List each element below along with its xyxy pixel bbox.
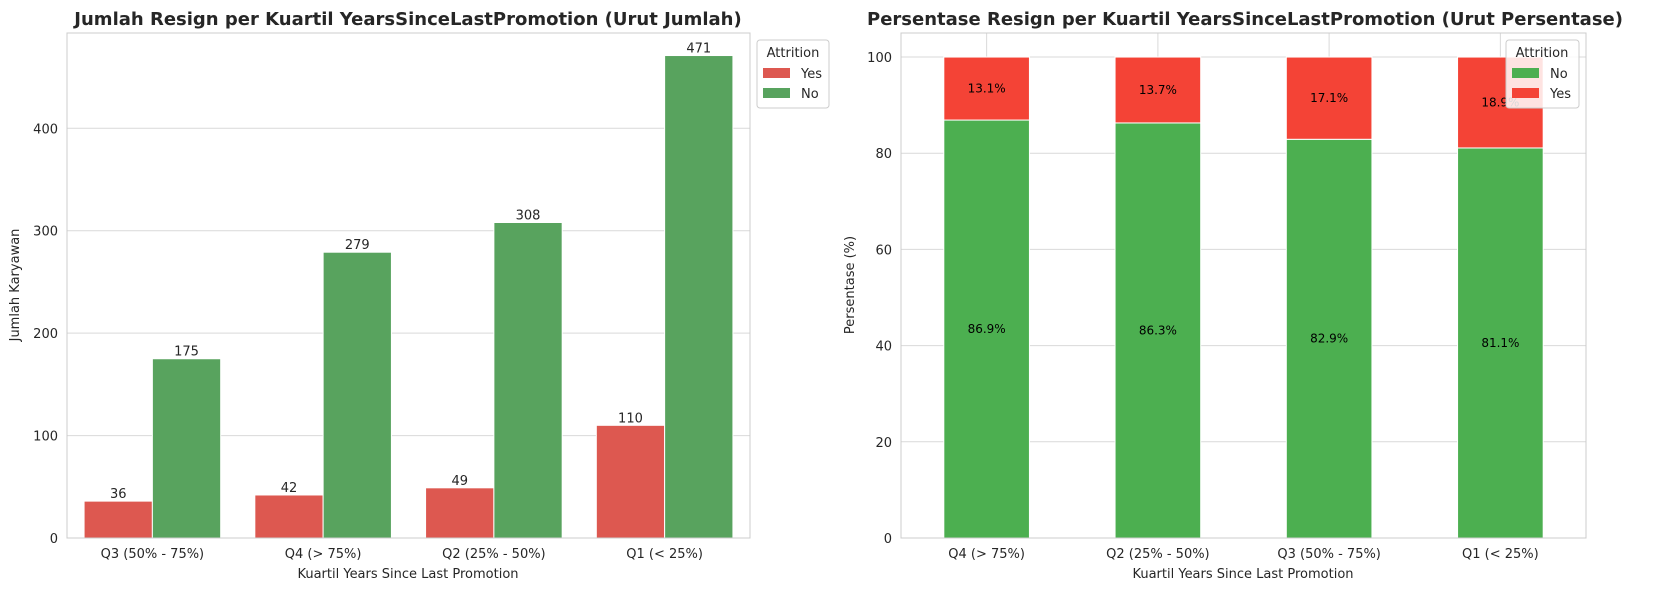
count-bar-label-no-q1-25: 471 [686,42,711,57]
percent-chart-legend-swatch-yes [1512,88,1539,98]
percent-bar-label-no-q1-25: 81.1% [1481,336,1519,350]
percent-bar-no-q2-25-50 [1114,122,1202,539]
count-chart-x-tick-label: Q4 (> 75%) [285,547,362,562]
percent-chart-y-tick-label: 40 [875,340,892,355]
count-chart-frame [66,32,751,539]
count-chart-data-labels: 36 175 42 279 49 308 110 471 [110,42,711,503]
count-chart-legend-label-yes: Yes [800,67,822,82]
percent-chart-x-tick-label: Q2 (25% - 50%) [1106,547,1210,562]
count-chart-legend-label-no: No [801,87,819,102]
percent-chart: 86.9%13.1%86.3%13.7%82.9%17.1%81.1%18.9%… [843,9,1623,582]
count-bar-no-q4-75 [322,251,392,539]
percent-bar-yes-q2-25-50 [1114,56,1202,124]
percent-chart-x-ticks: Q4 (> 75%) Q2 (25% - 50%) Q3 (50% - 75%) Q1… [948,547,1538,562]
percent-chart-y-ticks: 0 20 40 60 80 100 [867,51,892,547]
percent-chart-frame [900,32,1587,539]
count-chart-x-tick-label: Q3 (50% - 75%) [101,547,205,562]
percent-bar-label-yes-q3-50-75: 17.1% [1310,91,1348,105]
count-chart-y-tick-label: 300 [33,225,58,240]
count-bar-no-q2-25-50 [493,222,563,539]
count-chart-title: Jumlah Resign per Kuartil YearsSinceLast… [72,9,741,30]
count-chart-x-tick-label: Q1 (< 25%) [626,547,703,562]
count-chart-legend-title: Attrition [767,46,820,61]
count-chart-legend-swatch-yes [763,68,790,78]
count-chart: 36 175 42 279 49 308 110 471 0 100 200 300 400 Q3 (… [8,9,830,582]
percent-chart-legend: Attrition No Yes [1505,39,1580,109]
count-chart-bars [83,55,734,539]
count-chart-y-axis-label: Jumlah Karyawan [8,229,23,343]
count-chart-y-ticks: 0 100 200 300 400 [33,122,58,547]
percent-chart-legend-label-no: No [1550,67,1568,82]
percent-bar-label-no-q4-75: 86.9% [968,322,1006,336]
percent-bar-label-yes-q4-75: 13.1% [968,82,1006,96]
percent-chart-x-tick-label: Q1 (< 25%) [1462,547,1539,562]
count-bar-label-yes-q3-50-75: 36 [110,487,127,502]
count-chart-legend: Attrition Yes No [756,39,830,109]
count-chart-x-axis-label: Kuartil Years Since Last Promotion [297,567,518,582]
count-chart-y-tick-label: 200 [33,327,58,342]
percent-chart-y-tick-label: 60 [875,243,892,258]
count-bar-yes-q4-75 [254,494,324,539]
percent-chart-bars [943,56,1544,539]
percent-chart-y-tick-label: 0 [884,532,892,547]
percent-bar-label-no-q2-25-50: 86.3% [1139,323,1177,337]
percent-chart-x-tick-label: Q3 (50% - 75%) [1277,547,1381,562]
count-bar-label-no-q3-50-75: 175 [174,345,199,360]
count-bar-yes-q2-25-50 [425,487,495,539]
percent-bar-yes-q3-50-75 [1285,56,1373,140]
count-bar-no-q1-25 [664,55,734,539]
count-bar-label-yes-q4-75: 42 [281,481,298,496]
count-bar-label-no-q4-75: 279 [345,238,370,253]
percent-bar-no-q4-75 [943,119,1030,539]
count-bar-label-yes-q1-25: 110 [618,411,643,426]
count-chart-y-tick-label: 0 [50,532,58,547]
percent-chart-legend-label-yes: Yes [1549,87,1571,102]
percent-chart-x-axis-label: Kuartil Years Since Last Promotion [1132,567,1353,582]
percent-chart-legend-swatch-no [1512,68,1539,78]
count-bar-label-yes-q2-25-50: 49 [451,474,468,489]
percent-bar-label-yes-q2-25-50: 13.7% [1139,83,1177,97]
percent-chart-y-axis-label: Persentase (%) [843,236,858,334]
count-chart-x-ticks: Q3 (50% - 75%) Q4 (> 75%) Q2 (25% - 50%) Q1… [101,547,703,562]
count-chart-y-tick-label: 100 [33,430,58,445]
count-bar-yes-q3-50-75 [83,500,153,539]
count-bar-yes-q1-25 [595,424,666,539]
percent-chart-y-tick-label: 20 [875,436,892,451]
percent-chart-y-tick-label: 80 [875,147,892,162]
count-chart-x-tick-label: Q2 (25% - 50%) [442,547,546,562]
count-bar-no-q3-50-75 [151,358,222,539]
percent-chart-legend-title: Attrition [1516,46,1569,61]
count-chart-y-tick-label: 400 [33,122,58,137]
percent-chart-x-tick-label: Q4 (> 75%) [948,547,1025,562]
percent-chart-y-tick-label: 100 [867,51,892,66]
count-bar-label-no-q2-25-50: 308 [516,209,541,224]
percent-bar-yes-q4-75 [943,56,1030,121]
percent-chart-title: Persentase Resign per Kuartil YearsSince… [867,9,1623,30]
count-chart-legend-swatch-no [763,88,790,98]
percent-chart-data-labels: 86.9%13.1%86.3%13.7%82.9%17.1%81.1%18.9% [968,82,1520,350]
percent-bar-label-no-q3-50-75: 82.9% [1310,332,1348,346]
